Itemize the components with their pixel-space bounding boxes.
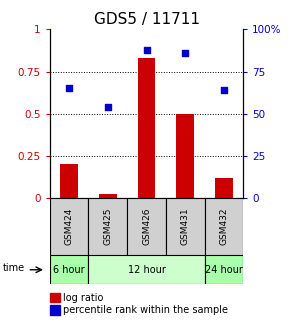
Text: 12 hour: 12 hour: [127, 265, 166, 275]
Text: time: time: [3, 263, 25, 273]
Text: GSM431: GSM431: [181, 208, 190, 245]
Bar: [88, 198, 127, 255]
Bar: [50, 198, 88, 255]
Bar: [88, 255, 205, 284]
Point: [105, 104, 110, 110]
Bar: [60, 164, 78, 198]
Bar: [176, 113, 194, 198]
Point: [222, 87, 226, 93]
Text: GSM432: GSM432: [219, 208, 228, 245]
Bar: [99, 195, 117, 198]
Text: GSM426: GSM426: [142, 208, 151, 245]
Bar: [166, 198, 205, 255]
Bar: [127, 198, 166, 255]
Bar: [205, 255, 243, 284]
Text: GSM424: GSM424: [65, 208, 74, 245]
Bar: [215, 178, 233, 198]
Point: [67, 86, 71, 91]
Text: percentile rank within the sample: percentile rank within the sample: [63, 305, 228, 315]
Bar: [138, 58, 155, 198]
Text: log ratio: log ratio: [63, 293, 103, 303]
Text: 24 hour: 24 hour: [205, 265, 243, 275]
Point: [144, 47, 149, 52]
Text: 6 hour: 6 hour: [53, 265, 85, 275]
Bar: [50, 255, 88, 284]
Text: GSM425: GSM425: [103, 208, 112, 245]
Bar: [205, 198, 243, 255]
Point: [183, 50, 188, 56]
Title: GDS5 / 11711: GDS5 / 11711: [93, 12, 200, 27]
